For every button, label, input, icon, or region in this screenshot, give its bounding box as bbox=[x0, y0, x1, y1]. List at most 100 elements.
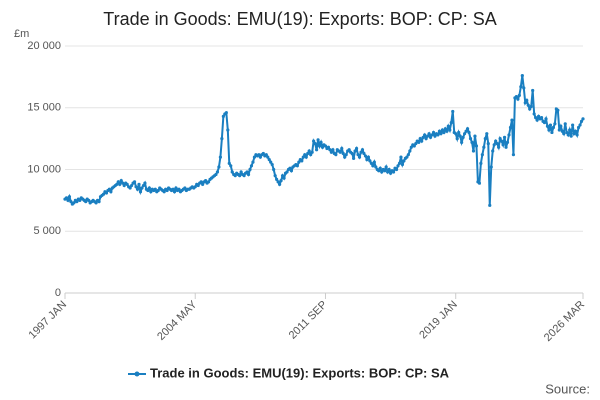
point bbox=[214, 172, 218, 177]
point bbox=[437, 129, 442, 133]
point bbox=[545, 124, 550, 128]
point bbox=[326, 145, 331, 149]
point bbox=[443, 127, 447, 131]
point bbox=[550, 130, 554, 135]
point bbox=[494, 139, 498, 143]
point bbox=[301, 155, 305, 159]
point bbox=[323, 144, 328, 148]
point bbox=[280, 174, 285, 178]
point bbox=[217, 165, 221, 169]
point bbox=[297, 160, 301, 164]
x-tick-label: 2011 SEP bbox=[287, 299, 330, 342]
point bbox=[397, 161, 402, 165]
point bbox=[446, 124, 450, 128]
point bbox=[470, 140, 474, 144]
point bbox=[115, 182, 119, 186]
point bbox=[539, 116, 544, 120]
point bbox=[520, 74, 524, 78]
point bbox=[424, 137, 428, 141]
point bbox=[565, 130, 569, 135]
point bbox=[357, 155, 362, 159]
point bbox=[276, 180, 280, 184]
point bbox=[340, 146, 344, 151]
point bbox=[505, 140, 510, 144]
point bbox=[147, 186, 151, 190]
point bbox=[371, 164, 375, 168]
point bbox=[199, 180, 203, 184]
point bbox=[344, 153, 348, 157]
point bbox=[84, 200, 88, 204]
point bbox=[442, 130, 446, 135]
point bbox=[66, 198, 70, 202]
point bbox=[172, 190, 177, 194]
point bbox=[542, 120, 547, 125]
point bbox=[575, 133, 579, 137]
point bbox=[140, 186, 144, 190]
point bbox=[206, 180, 211, 184]
point bbox=[399, 155, 403, 159]
source: Source: bbox=[545, 381, 590, 396]
point bbox=[460, 140, 464, 144]
point bbox=[391, 170, 396, 174]
point bbox=[464, 129, 468, 133]
point bbox=[537, 114, 541, 118]
point bbox=[412, 144, 416, 148]
point bbox=[264, 153, 268, 157]
point bbox=[553, 122, 557, 126]
point bbox=[196, 183, 200, 188]
point bbox=[360, 148, 365, 152]
point bbox=[516, 97, 520, 101]
point bbox=[230, 170, 234, 174]
point bbox=[275, 177, 279, 181]
point bbox=[572, 132, 576, 136]
point bbox=[279, 179, 283, 183]
legend-marker bbox=[134, 371, 140, 377]
point bbox=[257, 153, 261, 157]
point bbox=[289, 169, 294, 173]
chart-title: Trade in Goods: EMU(19): Exports: BOP: C… bbox=[103, 9, 496, 29]
point bbox=[104, 191, 109, 195]
point bbox=[177, 187, 181, 191]
point bbox=[451, 109, 455, 114]
point bbox=[362, 151, 366, 156]
point bbox=[402, 159, 406, 163]
point bbox=[479, 161, 483, 165]
point bbox=[408, 149, 412, 153]
point bbox=[535, 118, 539, 122]
point bbox=[137, 182, 141, 186]
point bbox=[394, 167, 399, 172]
point bbox=[94, 201, 98, 205]
point bbox=[64, 196, 69, 200]
point bbox=[414, 141, 418, 146]
point bbox=[568, 128, 572, 132]
point bbox=[315, 148, 319, 152]
y-tick-label: 5 000 bbox=[33, 225, 61, 237]
point bbox=[125, 182, 129, 186]
point bbox=[492, 143, 496, 147]
point bbox=[307, 149, 311, 153]
point bbox=[227, 161, 231, 165]
point bbox=[267, 158, 271, 162]
point bbox=[118, 182, 122, 186]
point bbox=[156, 188, 160, 193]
point bbox=[386, 170, 390, 174]
x-tick-label: 2026 MAR bbox=[542, 299, 587, 344]
point bbox=[405, 155, 409, 159]
point bbox=[458, 134, 462, 138]
point bbox=[571, 123, 575, 127]
point bbox=[489, 165, 493, 169]
y-tick-label: 20 000 bbox=[27, 40, 61, 52]
point bbox=[544, 117, 548, 121]
point bbox=[153, 187, 157, 191]
point bbox=[69, 200, 73, 204]
point bbox=[574, 129, 578, 133]
point bbox=[477, 181, 481, 185]
y-tick-label: 0 bbox=[55, 287, 61, 299]
point bbox=[221, 114, 225, 118]
point bbox=[529, 104, 533, 109]
point bbox=[215, 170, 220, 174]
point bbox=[511, 153, 516, 157]
point bbox=[461, 135, 465, 139]
point bbox=[426, 134, 430, 138]
